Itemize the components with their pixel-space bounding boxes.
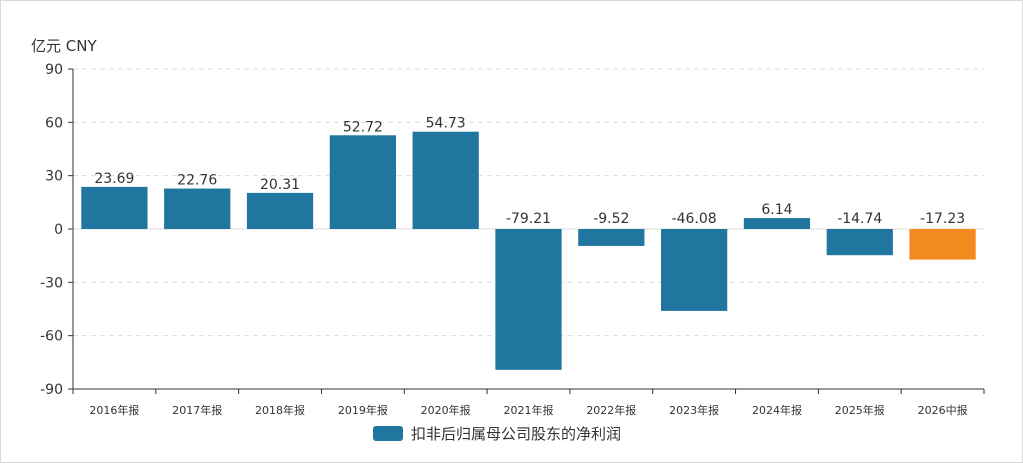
y-tick-label: 30 [45,169,63,185]
y-tick-label: -90 [40,382,63,398]
x-tick-label: 2017年报 [172,403,222,417]
legend-label: 扣非后归属母公司股东的净利润 [411,425,621,443]
bar-2026中报[interactable] [909,229,976,260]
x-tick-label: 2018年报 [255,403,305,417]
bar-2023年报[interactable] [661,229,728,311]
x-axis: 2016年报 2017年报 2018年报 2019年报 2020年报 2021年报 2022… [72,388,985,417]
legend[interactable]: 扣非后归属母公司股东的净利润 [373,425,621,443]
data-label: -46.08 [672,211,717,227]
data-label: -9.52 [593,211,629,227]
x-tick-label: 2022年报 [586,403,636,417]
x-tick-label: 2019年报 [338,403,388,417]
data-label: -79.21 [506,211,551,227]
y-tick-label: -60 [40,329,63,345]
legend-swatch [373,426,403,441]
y-tick-label: 60 [45,115,63,131]
x-tick-label: 2023年报 [669,403,719,417]
x-tick-label: 2021年报 [504,403,554,417]
x-tick-label: 2016年报 [89,403,139,417]
data-label: 54.73 [426,116,466,132]
bars: 23.69 22.76 20.31 52.72 54.73 -79.21 -9.52 -46.… [81,116,976,370]
bar-2017年报[interactable] [164,188,231,229]
x-tick-label: 2025年报 [835,403,885,417]
y-tick-label: 90 [45,62,63,78]
y-unit-label: 亿元 CNY [31,37,97,55]
y-tick-label: -30 [40,275,63,291]
bar-2025年报[interactable] [826,229,893,256]
bar-2022年报[interactable] [578,229,645,246]
x-tick-label: 2020年报 [421,403,471,417]
x-tick-label: 2026中报 [918,403,968,417]
data-label: 23.69 [94,171,134,187]
y-axis: 90 60 30 0 -30 -60 -90 [40,62,74,398]
bar-2018年报[interactable] [246,192,314,229]
bar-2020年报[interactable] [412,131,479,229]
data-label: 52.72 [343,119,383,135]
data-label: 20.31 [260,177,300,193]
y-tick-label: 0 [54,222,63,238]
bar-2016年报[interactable] [81,186,148,229]
data-label: -14.74 [837,211,882,227]
data-label: 6.14 [761,202,792,218]
x-tick-label: 2024年报 [752,403,802,417]
bar-2019年报[interactable] [329,135,396,229]
bar-2024年报[interactable] [743,218,811,229]
data-label: 22.76 [177,173,217,189]
data-label: -17.23 [920,211,965,227]
bar-2021年报[interactable] [495,229,562,370]
